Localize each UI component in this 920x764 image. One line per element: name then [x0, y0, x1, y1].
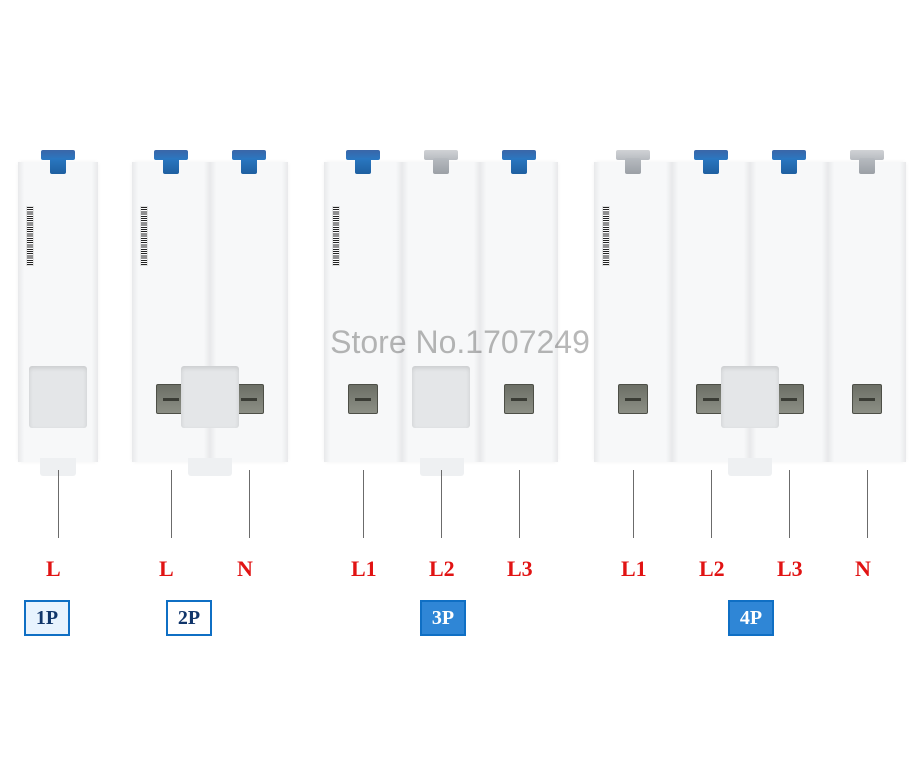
toggle-switch[interactable]: [181, 366, 239, 428]
pole-count-badge: 3P: [420, 600, 466, 636]
terminal-label: L: [159, 556, 174, 582]
pole-count-badge: 4P: [728, 600, 774, 636]
barcode-icon: [26, 206, 34, 266]
lead-line: [633, 470, 634, 538]
lead-line: [171, 470, 172, 538]
terminal-icon: [504, 384, 534, 414]
breaker-1P: [18, 162, 98, 462]
clip-blue-icon: [694, 150, 728, 174]
lead-line: [519, 470, 520, 538]
barcode-icon: [332, 206, 340, 266]
clip-blue-icon: [41, 150, 75, 174]
breaker-2P: [132, 162, 288, 462]
pole-count-badge: 2P: [166, 600, 212, 636]
pole-count-badge: 1P: [24, 600, 70, 636]
terminal-icon: [348, 384, 378, 414]
terminal-label: L2: [429, 556, 455, 582]
clip-grey-icon: [850, 150, 884, 174]
diagram-canvas: L 1P L N 2P L1 L2 L3 3P L1 L2 L3 N 4P: [0, 0, 920, 764]
terminal-label: N: [237, 556, 253, 582]
toggle-switch[interactable]: [29, 366, 87, 428]
watermark-text: Store No.1707249: [330, 324, 590, 361]
bottom-tab: [420, 458, 464, 476]
breaker-pole: [480, 162, 558, 462]
lead-line: [867, 470, 868, 538]
terminal-label: L3: [507, 556, 533, 582]
terminal-label: N: [855, 556, 871, 582]
bottom-tab: [728, 458, 772, 476]
lead-line: [249, 470, 250, 538]
breaker-4P: [594, 162, 906, 462]
clip-blue-icon: [772, 150, 806, 174]
terminal-icon: [852, 384, 882, 414]
clip-grey-icon: [424, 150, 458, 174]
bottom-tab: [188, 458, 232, 476]
terminal-label: L3: [777, 556, 803, 582]
clip-blue-icon: [346, 150, 380, 174]
breaker-3P: [324, 162, 558, 462]
toggle-switch[interactable]: [721, 366, 779, 428]
lead-line: [363, 470, 364, 538]
lead-line: [711, 470, 712, 538]
clip-grey-icon: [616, 150, 650, 174]
breaker-pole: [828, 162, 906, 462]
lead-line: [58, 470, 59, 538]
terminal-label: L: [46, 556, 61, 582]
clip-blue-icon: [154, 150, 188, 174]
toggle-switch[interactable]: [412, 366, 470, 428]
terminal-label: L1: [621, 556, 647, 582]
clip-blue-icon: [232, 150, 266, 174]
barcode-icon: [140, 206, 148, 266]
lead-line: [441, 470, 442, 538]
terminal-icon: [618, 384, 648, 414]
clip-blue-icon: [502, 150, 536, 174]
terminal-label: L2: [699, 556, 725, 582]
lead-line: [789, 470, 790, 538]
terminal-label: L1: [351, 556, 377, 582]
barcode-icon: [602, 206, 610, 266]
